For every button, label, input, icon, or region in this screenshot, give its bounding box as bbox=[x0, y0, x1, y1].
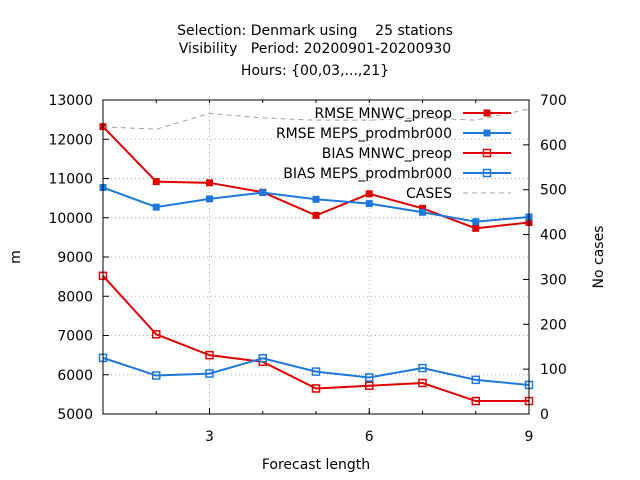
series-line bbox=[102, 356, 530, 386]
data-point bbox=[205, 350, 214, 360]
data-point bbox=[418, 378, 427, 388]
legend-label: BIAS MEPS_prodmbr000 bbox=[283, 166, 452, 182]
legend: RMSE MNWC_preop RMSE MEPS_prodmbr000 BIAS … bbox=[276, 106, 511, 202]
y2-tick-label: 200 bbox=[540, 317, 567, 333]
axis-ticks: 5000600070008000900010000110001200013000… bbox=[48, 93, 566, 445]
data-point bbox=[365, 373, 374, 382]
legend-label: CASES bbox=[406, 186, 452, 202]
data-point bbox=[152, 371, 161, 380]
y-tick-label: 11000 bbox=[48, 172, 93, 188]
legend-marker bbox=[482, 148, 492, 158]
legend-label: RMSE MNWC_preop bbox=[314, 106, 452, 122]
data-point bbox=[206, 179, 213, 187]
y-tick-label: 9000 bbox=[57, 250, 93, 266]
data-point bbox=[471, 396, 480, 406]
y2-tick-label: 300 bbox=[540, 272, 567, 288]
x-tick-label: 3 bbox=[205, 429, 214, 445]
y2-tick-label: 0 bbox=[540, 407, 549, 423]
x-axis-label: Forecast length bbox=[262, 457, 370, 473]
legend-item: RMSE MNWC_preop bbox=[314, 106, 511, 122]
y2-axis-label: No cases bbox=[591, 226, 607, 289]
y-tick-label: 12000 bbox=[48, 132, 93, 148]
series-layer bbox=[98, 108, 534, 406]
y-tick-label: 10000 bbox=[48, 211, 93, 227]
legend-label: BIAS MNWC_preop bbox=[322, 146, 452, 162]
chart-title: Selection: Denmark using 25 stations Vis… bbox=[177, 23, 453, 79]
x-tick-label: 6 bbox=[365, 429, 374, 445]
series-line bbox=[102, 275, 529, 403]
data-point bbox=[419, 208, 426, 216]
data-point bbox=[258, 354, 267, 363]
y2-tick-label: 400 bbox=[540, 228, 567, 244]
plot-frame bbox=[102, 99, 530, 415]
y2-tick-label: 700 bbox=[540, 93, 567, 109]
data-point bbox=[152, 330, 161, 339]
title-line-1: Selection: Denmark using 25 stations bbox=[177, 23, 453, 39]
data-point bbox=[365, 190, 373, 198]
data-point bbox=[206, 195, 213, 203]
data-point bbox=[418, 363, 427, 373]
series-bias-meps-prodmbr000 bbox=[98, 353, 534, 390]
legend-label: RMSE MEPS_prodmbr000 bbox=[276, 126, 452, 142]
series-bias-mnwc-preop bbox=[98, 271, 534, 406]
legend-marker bbox=[482, 168, 492, 178]
y-tick-label: 7000 bbox=[57, 329, 93, 345]
title-line-2: Visibility Period: 20200901-20200930 bbox=[179, 41, 451, 57]
y2-tick-label: 600 bbox=[540, 138, 567, 154]
data-point bbox=[312, 211, 320, 219]
data-point bbox=[471, 375, 480, 385]
data-point bbox=[152, 203, 160, 211]
data-point bbox=[311, 384, 321, 393]
data-point bbox=[365, 381, 374, 390]
y-tick-label: 5000 bbox=[57, 407, 93, 423]
y-axis-label: m bbox=[8, 250, 24, 264]
x-tick-label: 9 bbox=[525, 429, 534, 445]
data-point bbox=[259, 189, 267, 197]
grid bbox=[103, 100, 529, 414]
data-point bbox=[472, 218, 480, 226]
legend-marker bbox=[483, 129, 491, 137]
data-point bbox=[365, 200, 373, 208]
y-tick-label: 6000 bbox=[57, 368, 93, 384]
legend-marker bbox=[483, 109, 491, 117]
data-point bbox=[205, 369, 214, 378]
legend-item: CASES bbox=[406, 186, 511, 202]
legend-item: BIAS MEPS_prodmbr000 bbox=[283, 166, 511, 182]
legend-item: BIAS MNWC_preop bbox=[322, 146, 511, 162]
data-point bbox=[472, 224, 480, 232]
y-tick-label: 13000 bbox=[48, 93, 93, 109]
legend-item: RMSE MEPS_prodmbr000 bbox=[276, 126, 511, 142]
data-point bbox=[152, 178, 160, 186]
y-tick-label: 8000 bbox=[57, 289, 93, 305]
data-point bbox=[311, 367, 321, 376]
data-point bbox=[312, 195, 320, 203]
y2-tick-label: 100 bbox=[540, 362, 567, 378]
title-line-3: Hours: {00,03,...,21} bbox=[241, 63, 389, 79]
y2-tick-label: 500 bbox=[540, 183, 567, 199]
